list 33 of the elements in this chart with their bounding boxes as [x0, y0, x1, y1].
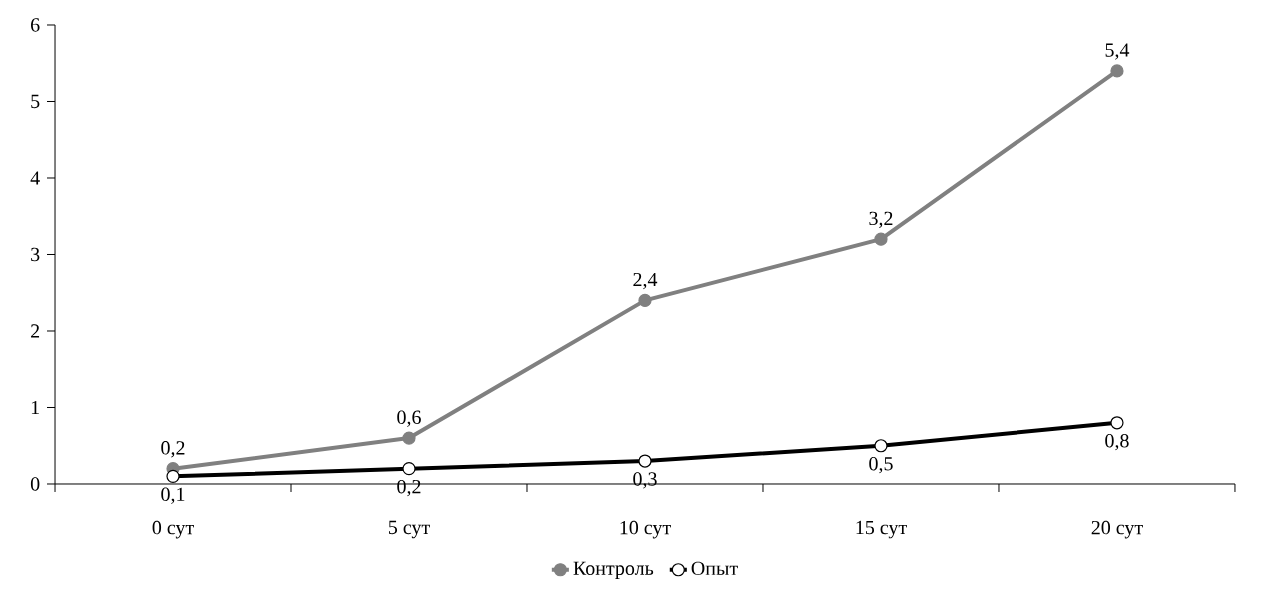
point — [638, 454, 652, 468]
y-tick-label: 3 — [31, 247, 40, 262]
y-tick-label: 6 — [31, 18, 40, 32]
y-tick-label: 2 — [31, 324, 40, 338]
data-label: 2,4 — [633, 272, 658, 290]
point — [166, 469, 180, 483]
point — [1110, 416, 1124, 430]
point — [402, 462, 416, 476]
x-tick-label: 15 сут — [856, 520, 907, 539]
data-label: 0,2 — [161, 441, 185, 458]
point — [638, 293, 652, 307]
data-label: 5,4 — [1105, 43, 1130, 60]
y-tick-label: 1 — [31, 400, 39, 415]
data-label: 0,2 — [397, 479, 421, 497]
y-tick-label: 0 — [30, 477, 40, 491]
point — [1110, 64, 1124, 78]
point — [874, 232, 888, 246]
data-label: 0,1 — [161, 487, 185, 504]
point — [874, 439, 888, 453]
x-tick-label: 5 сут — [388, 520, 430, 539]
x-tick-label: 0 сут — [152, 520, 194, 539]
data-label: 0,3 — [633, 472, 657, 489]
data-label: 0,8 — [1105, 433, 1129, 451]
x-tick-label: 20 сут — [1091, 520, 1143, 539]
data-label: 3,2 — [869, 211, 893, 228]
y-tick-label: 4 — [30, 171, 40, 185]
legend-label: Контроль — [573, 561, 654, 580]
y-tick-label: 5 — [31, 94, 40, 109]
x-tick-label: 10 сут — [620, 520, 671, 539]
data-label: 0,5 — [869, 456, 893, 474]
legend-label: Опыт — [691, 561, 738, 576]
point — [402, 431, 416, 445]
data-label: 0,6 — [397, 410, 421, 427]
